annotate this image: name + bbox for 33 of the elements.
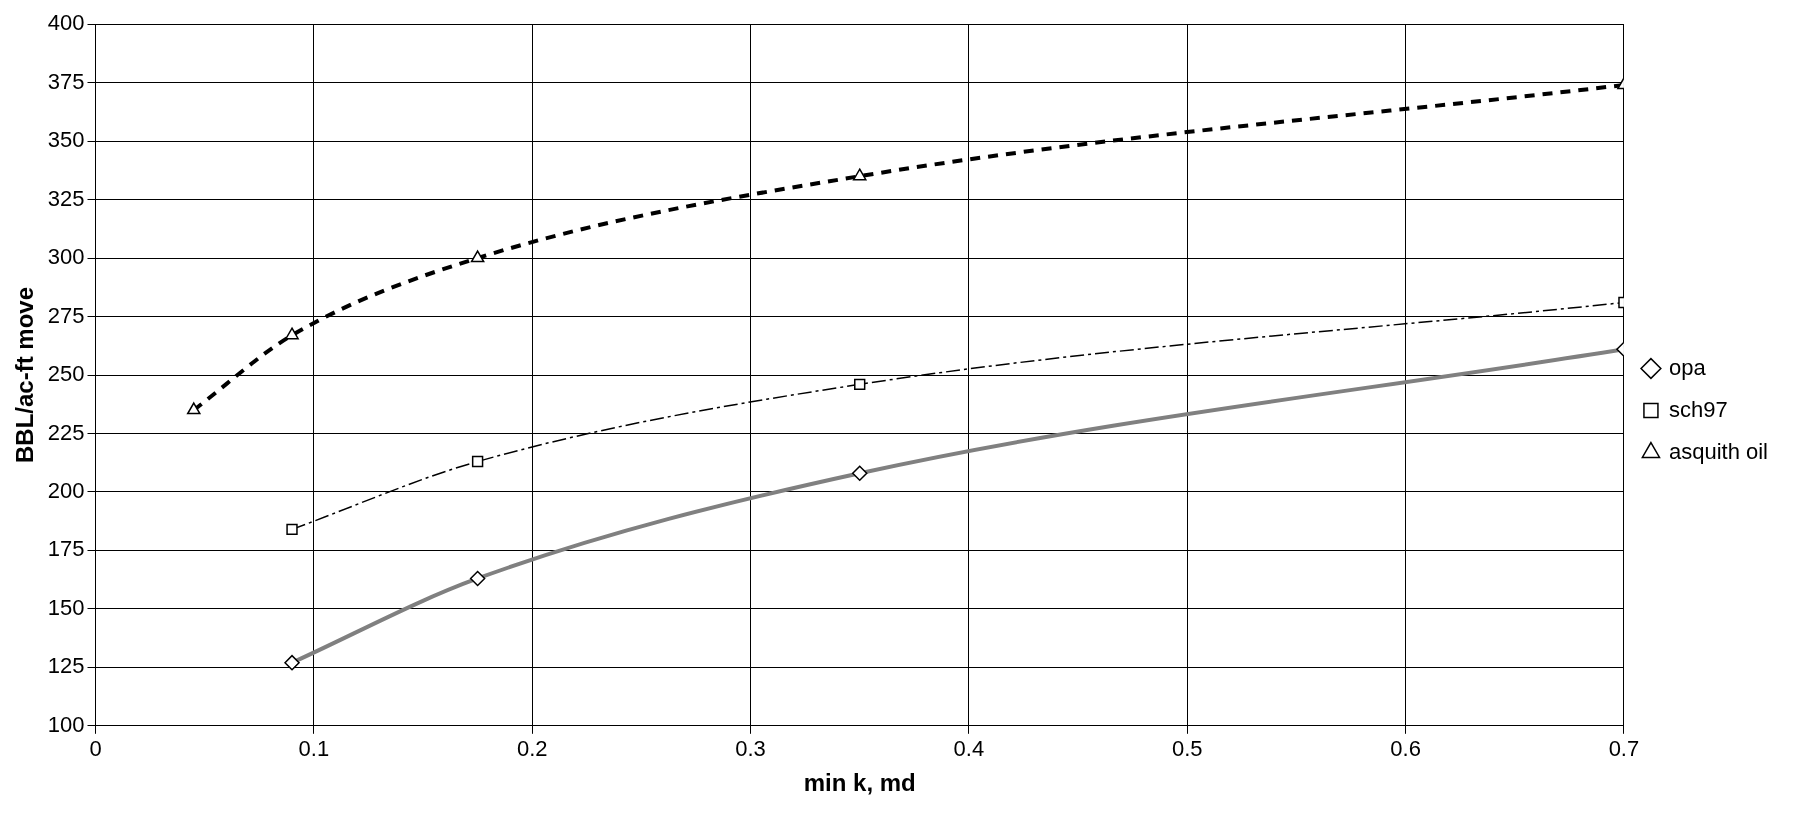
x-tick-label: 0.1 (298, 736, 330, 762)
y-tick-label: 200 (47, 478, 85, 503)
x-tick-label: 0.7 (1608, 736, 1640, 762)
y-axis-title: BBL/ac-ft move (11, 286, 39, 464)
y-tick-label: 375 (47, 68, 85, 94)
legend-label: asquith oil (1668, 438, 1769, 464)
point (286, 523, 298, 536)
y-tick-label: 250 (47, 361, 85, 387)
point (852, 168, 867, 181)
y-tick-label: 275 (47, 302, 85, 328)
point (186, 402, 201, 415)
x-tick-label: 0.6 (1390, 736, 1421, 762)
y-tick-label: 350 (47, 127, 85, 153)
point (471, 455, 484, 468)
x-tick-label: 0 (89, 736, 102, 762)
legend-label: sch97 (1668, 396, 1728, 422)
point (854, 378, 866, 391)
point (285, 327, 299, 340)
y-tick-label: 150 (47, 594, 85, 620)
legend-label: opa (1668, 354, 1707, 380)
x-tick-label: 0.4 (953, 736, 985, 762)
point (470, 250, 485, 263)
x-tick-label: 0.3 (735, 736, 766, 762)
y-tick-label: 400 (47, 10, 85, 36)
y-tick-label: 100 (47, 711, 85, 737)
x-axis-title: min k, md (803, 769, 916, 797)
x-tick-label: 0.2 (516, 736, 548, 762)
x-tick-label: 0.5 (1171, 736, 1203, 762)
y-tick-label: 225 (47, 419, 85, 445)
y-tick-label: 175 (47, 536, 85, 562)
y-tick-label: 125 (47, 653, 85, 679)
y-tick-label: 300 (47, 244, 85, 270)
y-tick-label: 325 (47, 185, 85, 211)
